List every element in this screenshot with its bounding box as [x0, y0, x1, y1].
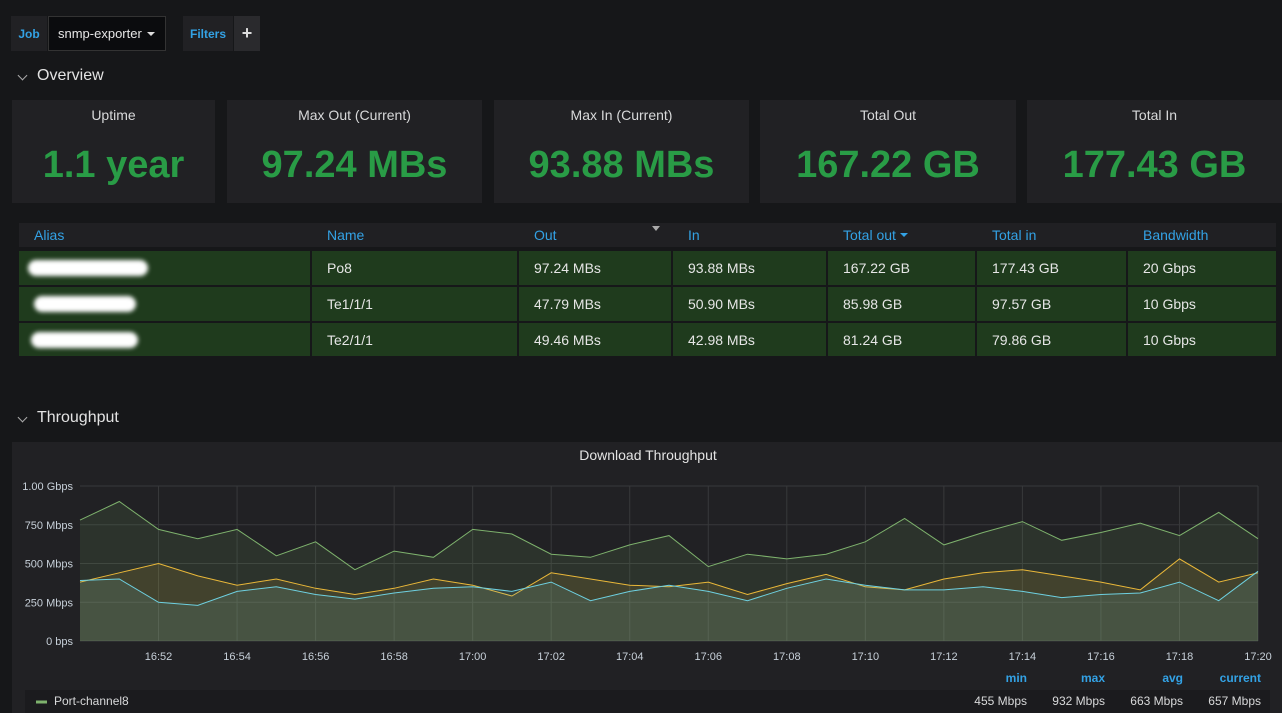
- table-cell: 47.79 MBs: [519, 287, 671, 321]
- x-tick-label: 17:18: [1166, 651, 1194, 663]
- legend-value: 657 Mbps: [1208, 694, 1261, 708]
- y-tick-label: 250 Mbps: [25, 597, 74, 609]
- series-area: [80, 501, 1258, 641]
- series-area: [80, 558, 1258, 641]
- x-tick-label: 17:06: [695, 651, 723, 663]
- job-value: snmp-exporter: [58, 26, 142, 41]
- sort-caret: [899, 233, 908, 237]
- table-cell: 97.24 MBs: [519, 251, 671, 285]
- stat-panel: Max In (Current) 93.88 MBs: [494, 100, 749, 203]
- column-header[interactable]: Out: [534, 227, 557, 243]
- stat-panel: Total In 177.43 GB: [1027, 100, 1282, 203]
- x-tick-label: 16:54: [223, 651, 251, 663]
- stat-value: 177.43 GB: [1062, 144, 1247, 186]
- x-tick-label: 17:16: [1087, 651, 1115, 663]
- table-cell: 10 Gbps: [1128, 323, 1276, 356]
- table-cell: 93.88 MBs: [673, 251, 826, 285]
- table-cell: Te1/1/1: [312, 287, 517, 321]
- x-tick-label: 17:20: [1244, 651, 1272, 663]
- table-cell: Te2/1/1: [312, 323, 517, 356]
- stat-title: Total Out: [859, 107, 917, 123]
- section-title[interactable]: Overview: [37, 67, 104, 84]
- redacted-alias: [28, 260, 148, 276]
- table-cell: 20 Gbps: [1128, 251, 1276, 285]
- y-tick-label: 500 Mbps: [25, 559, 74, 571]
- redacted-alias: [34, 296, 136, 312]
- redacted-alias: [31, 332, 138, 348]
- sort-indicator: [652, 226, 660, 231]
- stat-value: 97.24 MBs: [261, 144, 448, 186]
- table-cell: 49.46 MBs: [519, 323, 671, 356]
- caret: [146, 31, 155, 36]
- column-header[interactable]: Total out: [828, 223, 975, 247]
- legend-row-bg: [25, 690, 1270, 713]
- x-tick-label: 17:02: [537, 651, 565, 663]
- legend-column-header: max: [1081, 671, 1105, 685]
- stat-title: Max Out (Current): [298, 107, 411, 123]
- table-cell: 177.43 GB: [977, 251, 1126, 285]
- x-tick-label: 16:56: [302, 651, 330, 663]
- table-cell: 167.22 GB: [828, 251, 975, 285]
- legend-column-header: avg: [1162, 671, 1183, 685]
- stat-value: 1.1 year: [42, 144, 185, 186]
- table-cell: 42.98 MBs: [673, 323, 826, 356]
- column-header[interactable]: Name: [327, 227, 365, 243]
- legend-column-header: min: [1006, 671, 1027, 685]
- x-tick-label: 16:52: [145, 651, 173, 663]
- stat-title: Uptime: [91, 107, 136, 123]
- series-line: [79, 500, 1259, 571]
- stat-panel: Uptime 1.1 year: [12, 100, 215, 203]
- stat-value: 167.22 GB: [796, 144, 980, 186]
- y-tick-label: 1.00 Gbps: [22, 481, 73, 493]
- column-header[interactable]: Total in: [992, 227, 1037, 243]
- table-cell: 50.90 MBs: [673, 287, 826, 321]
- add-filter[interactable]: +: [234, 16, 260, 51]
- x-tick-label: 17:04: [616, 651, 644, 663]
- stat-panel: Max Out (Current) 97.24 MBs: [227, 100, 482, 203]
- stat-panel: Total Out 167.22 GB: [760, 100, 1016, 203]
- y-tick-label: 750 Mbps: [25, 520, 74, 532]
- legend-label: Port-channel8: [54, 694, 129, 708]
- series-line: [79, 570, 1259, 606]
- legend-value: 455 Mbps: [974, 694, 1027, 708]
- table-cell: 79.86 GB: [977, 323, 1126, 356]
- table-header-bg: [19, 223, 1276, 247]
- column-header[interactable]: In: [688, 227, 700, 243]
- table-cell: 10 Gbps: [1128, 287, 1276, 321]
- x-tick-label: 17:08: [773, 651, 801, 663]
- x-tick-label: 17:00: [459, 651, 487, 663]
- column-header[interactable]: Bandwidth: [1143, 227, 1209, 243]
- y-tick-label: 0 bps: [46, 636, 73, 648]
- column-header[interactable]: Alias: [34, 227, 65, 243]
- stat-value: 93.88 MBs: [528, 144, 715, 186]
- stat-title: Total In: [1131, 107, 1178, 123]
- x-tick-label: 17:12: [930, 651, 958, 663]
- job-label: Job: [11, 16, 47, 51]
- filters-label[interactable]: Filters: [183, 16, 233, 51]
- series-line: [79, 558, 1259, 597]
- legend-column-header: current: [1220, 671, 1261, 685]
- x-tick-label: 17:10: [852, 651, 880, 663]
- table-cell: Po8: [312, 251, 517, 285]
- legend-value: 932 Mbps: [1052, 694, 1105, 708]
- table-cell: 81.24 GB: [828, 323, 975, 356]
- legend-value: 663 Mbps: [1130, 694, 1183, 708]
- table-cell: 85.98 GB: [828, 287, 975, 321]
- section-title[interactable]: Throughput: [37, 409, 119, 426]
- job-dropdown[interactable]: snmp-exporter: [48, 16, 166, 51]
- stat-title: Max In (Current): [570, 107, 673, 123]
- table-cell: 97.57 GB: [977, 287, 1126, 321]
- x-tick-label: 17:14: [1009, 651, 1037, 663]
- x-tick-label: 16:58: [380, 651, 408, 663]
- chart-title: Download Throughput: [579, 447, 717, 463]
